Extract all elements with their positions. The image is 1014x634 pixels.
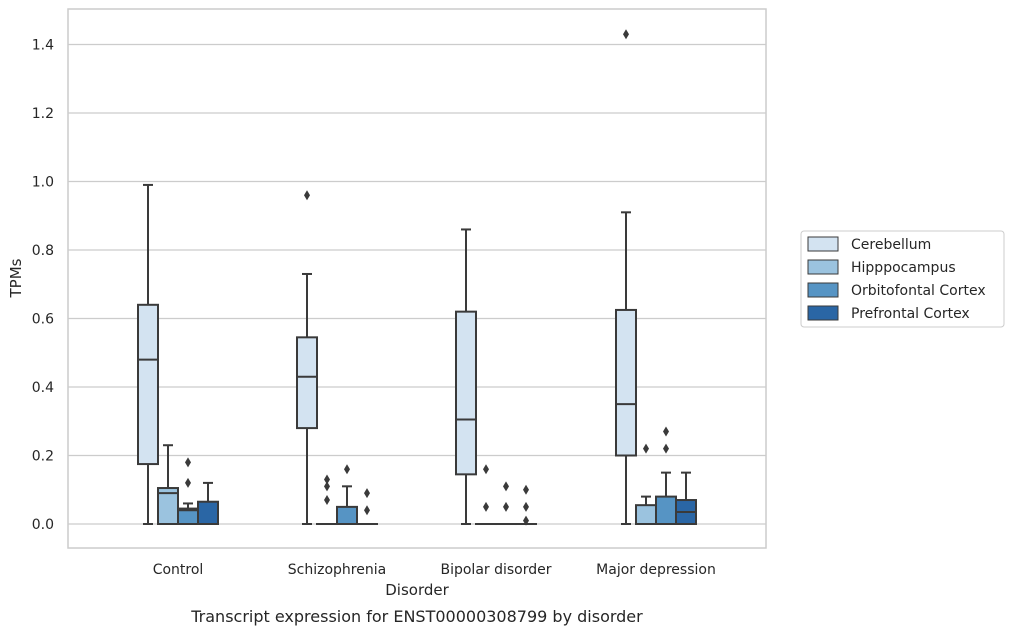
outlier-point: [483, 501, 489, 512]
outlier-point: [503, 501, 509, 512]
y-tick-label: 0.4: [32, 380, 54, 396]
outlier-point: [324, 481, 330, 492]
outlier-point: [304, 190, 310, 201]
outlier-point: [523, 515, 529, 526]
outlier-point: [324, 474, 330, 485]
box-cerebellum: [137, 183, 159, 525]
outlier-point: [663, 443, 669, 454]
box-body: [635, 504, 657, 526]
y-tick-label: 1.0: [32, 175, 54, 191]
box-prefrontal-cortex: [675, 471, 697, 525]
outlier-point: [185, 457, 191, 468]
box-orbitofontal-cortex: [336, 464, 358, 525]
y-tick-label: 1.2: [32, 106, 54, 122]
y-tick-label: 1.4: [32, 38, 54, 54]
legend-label: Hipppocampus: [851, 260, 956, 276]
y-tick-label: 0.0: [32, 517, 54, 533]
y-tick-label: 0.6: [32, 312, 54, 328]
box-body: [197, 500, 219, 525]
legend-swatch: [807, 305, 839, 321]
x-tick-label: Control: [153, 562, 204, 578]
box-body: [296, 336, 318, 430]
outlier-point: [344, 464, 350, 475]
box-body: [615, 308, 637, 457]
y-tick-label: 0.8: [32, 243, 54, 259]
legend-label: Cerebellum: [851, 237, 931, 253]
box-prefrontal-cortex: [515, 484, 537, 526]
legend: Cerebellum Hipppocampus Orbitofontal Corte…: [800, 230, 1005, 328]
box-hipppocampus: [635, 443, 657, 526]
box-hipppocampus: [157, 444, 179, 526]
x-tick-label: Schizophrenia: [288, 562, 386, 578]
box-cerebellum: [615, 29, 637, 525]
box-body: [336, 505, 358, 525]
outlier-point: [663, 426, 669, 437]
boxes: [137, 29, 697, 526]
box-prefrontal-cortex: [356, 488, 378, 526]
legend-label: Prefrontal Cortex: [851, 306, 970, 322]
outlier-point: [503, 481, 509, 492]
box-cerebellum: [296, 190, 318, 525]
legend-label: Orbitofontal Cortex: [851, 283, 986, 299]
box-body: [655, 495, 677, 526]
box-hipppocampus: [475, 464, 497, 526]
x-tick-labels: Control Schizophrenia Bipolar disorder Majo…: [153, 562, 716, 578]
legend-swatch: [807, 236, 839, 252]
box-body: [137, 303, 159, 466]
chart-caption: Transcript expression for ENST0000030879…: [190, 607, 643, 626]
box-body: [157, 487, 179, 526]
outlier-point: [364, 488, 370, 499]
box-orbitofontal-cortex: [177, 457, 199, 525]
outlier-point: [523, 501, 529, 512]
x-tick-label: Major depression: [596, 562, 716, 578]
outlier-point: [483, 464, 489, 475]
box-orbitofontal-cortex: [495, 481, 517, 526]
box-body: [455, 310, 477, 476]
box-orbitofontal-cortex: [655, 426, 677, 526]
x-tick-label: Bipolar disorder: [440, 562, 551, 578]
y-tick-label: 0.2: [32, 449, 54, 465]
x-axis-label: Disorder: [385, 581, 449, 599]
outlier-point: [623, 29, 629, 40]
legend-swatch: [807, 259, 839, 275]
outlier-point: [364, 505, 370, 516]
outlier-point: [324, 495, 330, 506]
outlier-point: [185, 477, 191, 488]
legend-frame: [800, 230, 1005, 328]
y-tick-labels: 0.0 0.2 0.4 0.6 0.8 1.0 1.2 1.4: [32, 38, 54, 534]
plot-frame: [67, 8, 767, 549]
box-prefrontal-cortex: [197, 481, 219, 525]
grid-lines: [68, 43, 766, 525]
outlier-point: [523, 484, 529, 495]
box-hipppocampus: [316, 474, 338, 526]
legend-swatch: [807, 282, 839, 298]
y-axis-label: TPMs: [7, 258, 25, 298]
outlier-point: [643, 443, 649, 454]
box-cerebellum: [455, 228, 477, 525]
